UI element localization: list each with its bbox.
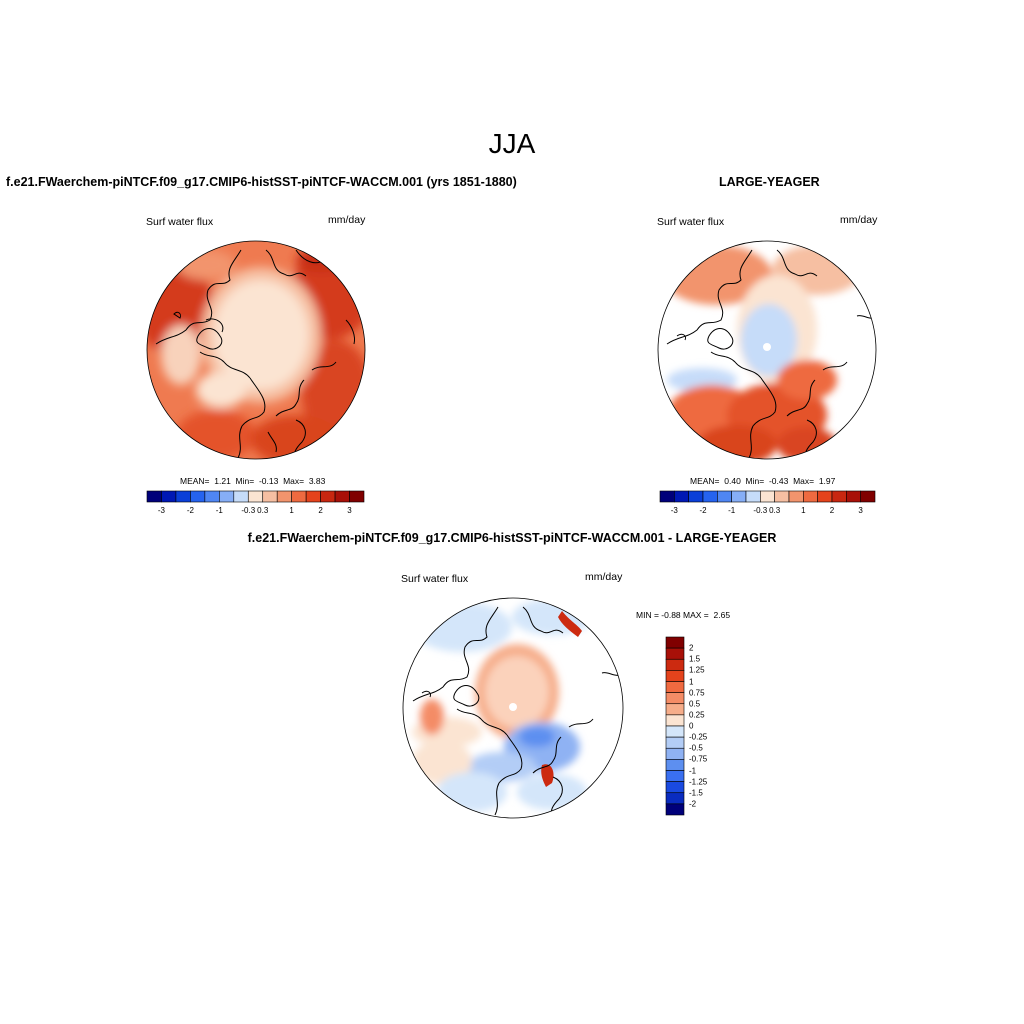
panel-diff-colorbar-ticks: 2 1.5 1.25 1 0.75 0.5 0.25 0 -0.25 -0.5 -0.75 -1 -1.…	[689, 637, 729, 815]
panel-obs-title: LARGE-YEAGER	[719, 175, 820, 189]
panel-diff-title: f.e21.FWaerchem-piNTCF.f09_g17.CMIP6-his…	[247, 531, 777, 545]
colorbar-swatch	[665, 681, 685, 693]
panel-obs-stats: MEAN= 0.40 Min= -0.43 Max= 1.97	[690, 476, 836, 486]
colorbar-swatch	[717, 490, 732, 503]
colorbar-swatch	[175, 490, 191, 503]
colorbar-tick-label: -1.25	[689, 777, 708, 787]
colorbar-swatch	[860, 490, 876, 503]
panel-obs-colorbar	[659, 490, 876, 503]
colorbar-tick-label: -0.5	[689, 743, 703, 753]
panel-diff-polar-map	[402, 597, 624, 819]
colorbar-tick-label: 2	[689, 643, 694, 653]
colorbar-tick-label: -1.5	[689, 788, 703, 798]
colorbar-swatch	[731, 490, 747, 503]
colorbar-tick-label: -0.25	[689, 732, 708, 742]
colorbar-tick-label: 0.3	[257, 506, 269, 515]
colorbar-tick-label: 2	[829, 506, 835, 515]
colorbar-tick-label: 0.3	[769, 506, 781, 515]
colorbar-tick-label: -1	[728, 506, 736, 515]
panel-obs-colorbar-ticks: -3 -2 -1 -0.3 0.3 1 2 3	[660, 506, 875, 518]
colorbar-swatch	[665, 725, 685, 738]
colorbar-tick-label: 1	[689, 677, 694, 686]
panel-model-units-label: mm/day	[328, 214, 366, 226]
colorbar-tick-label: -2	[186, 506, 194, 515]
figure-title: JJA	[488, 128, 536, 159]
colorbar-tick-label: -1	[689, 766, 697, 775]
panel-diff-colorbar	[665, 636, 685, 816]
colorbar-swatch	[688, 490, 704, 503]
colorbar-tick-label: -2	[689, 799, 697, 809]
colorbar-swatch	[745, 490, 761, 503]
panel-model-colorbar	[146, 490, 365, 503]
colorbar-swatch	[665, 747, 685, 760]
panel-diff-stats: MIN = -0.88 MAX = 2.65	[636, 610, 731, 620]
panel-model-variable-label: Surf water flux	[146, 216, 214, 228]
panel-obs-units-label: mm/day	[840, 214, 878, 226]
colorbar-swatch	[674, 490, 689, 503]
colorbar-swatch	[334, 490, 350, 503]
colorbar-swatch	[320, 490, 336, 503]
colorbar-tick-label: 3	[858, 506, 863, 515]
colorbar-tick-label: 3	[347, 506, 352, 515]
colorbar-tick-label: -0.3	[753, 506, 768, 515]
panel-model-colorbar-ticks: -3 -2 -1 -0.3 0.3 1 2 3	[147, 506, 364, 518]
colorbar-tick-label: -2	[699, 506, 707, 515]
colorbar-tick-label: 1.5	[689, 654, 701, 664]
colorbar-swatch	[846, 490, 861, 503]
colorbar-swatch	[831, 490, 847, 503]
colorbar-swatch	[665, 736, 685, 749]
colorbar-swatch	[788, 490, 804, 503]
panel-obs-variable-label: Surf water flux	[657, 216, 725, 228]
colorbar-swatch	[774, 490, 790, 503]
colorbar-tick-label: 0.25	[689, 710, 705, 720]
colorbar-tick-label: -1	[215, 506, 223, 515]
colorbar-swatch	[233, 490, 249, 503]
colorbar-tick-label: -3	[670, 506, 678, 515]
colorbar-swatch	[146, 490, 162, 503]
colorbar-swatch	[665, 759, 685, 771]
colorbar-swatch	[760, 490, 775, 503]
colorbar-swatch	[665, 692, 685, 705]
panel-diff-units-label: mm/day	[585, 571, 623, 583]
colorbar-swatch	[665, 636, 685, 649]
colorbar-tick-label: -3	[157, 506, 166, 515]
colorbar-tick-label: -0.3	[241, 506, 256, 515]
colorbar-tick-label: 2	[318, 506, 323, 515]
panel-obs-polar-map	[657, 240, 877, 460]
colorbar-swatch	[665, 658, 685, 671]
colorbar-swatch	[665, 792, 685, 805]
colorbar-swatch	[190, 490, 206, 503]
colorbar-swatch	[161, 490, 177, 503]
colorbar-swatch	[665, 703, 685, 716]
colorbar-swatch	[349, 490, 365, 503]
colorbar-tick-label: 0.75	[689, 688, 705, 698]
colorbar-tick-label: 0.5	[689, 699, 701, 709]
colorbar-swatch	[204, 490, 220, 503]
colorbar-swatch	[291, 490, 307, 503]
panel-diff-variable-label: Surf water flux	[401, 573, 469, 585]
colorbar-swatch	[305, 490, 321, 503]
panel-model-stats: MEAN= 1.21 Min= -0.13 Max= 3.83	[180, 476, 326, 486]
colorbar-swatch	[247, 490, 264, 503]
colorbar-tick-label: 1.25	[689, 665, 705, 675]
colorbar-swatch	[817, 490, 833, 503]
colorbar-swatch	[665, 647, 685, 660]
colorbar-tick-label: 0	[689, 721, 694, 731]
panel-model-polar-map	[146, 240, 366, 460]
colorbar-swatch	[276, 490, 292, 503]
colorbar-swatch	[665, 770, 685, 782]
colorbar-swatch	[702, 490, 718, 503]
colorbar-swatch	[219, 490, 235, 503]
colorbar-swatch	[665, 781, 685, 794]
colorbar-swatch	[659, 490, 675, 503]
panel-model-title: f.e21.FWaerchem-piNTCF.f09_g17.CMIP6-his…	[6, 175, 517, 189]
colorbar-swatch	[665, 714, 685, 727]
colorbar-tick-label: 1	[801, 506, 806, 515]
colorbar-tick-label: 1	[289, 506, 294, 515]
colorbar-swatch	[262, 490, 278, 503]
colorbar-tick-label: -0.75	[689, 754, 708, 764]
colorbar-swatch	[803, 490, 818, 503]
colorbar-swatch	[665, 670, 685, 682]
colorbar-swatch	[665, 803, 685, 816]
